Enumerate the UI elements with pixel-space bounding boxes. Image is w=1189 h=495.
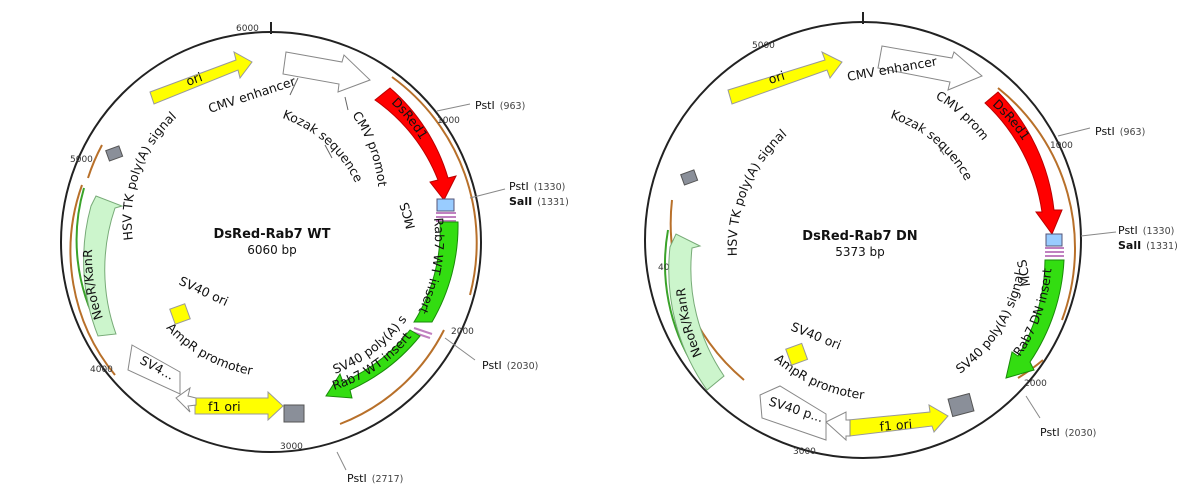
orange-arc bbox=[339, 329, 445, 425]
cmv-enhancer-feature bbox=[282, 51, 371, 93]
hsv-polya-feature bbox=[105, 145, 124, 162]
hsv-polya-feature bbox=[680, 169, 699, 186]
scale-tick-label: 2000 bbox=[1024, 379, 1047, 389]
plasmid-name: DsRed-Rab7 WT bbox=[214, 227, 331, 242]
sv40-polya-feature bbox=[283, 404, 305, 423]
site-label: PstI (963) bbox=[1095, 125, 1145, 138]
ori-feature bbox=[149, 51, 253, 105]
scale-tick-label: 1000 bbox=[437, 116, 460, 126]
dsred-feature bbox=[374, 87, 457, 201]
cmv-enhancer-feature bbox=[877, 45, 983, 91]
site-label: PstI (1330) bbox=[1118, 224, 1174, 237]
cmv-promoter-label: CMV promoter bbox=[0, 0, 390, 187]
sv40-ori-feature bbox=[785, 342, 809, 366]
f1-ori-label: f1 ori bbox=[879, 416, 913, 434]
scale-tick-label: 6000 bbox=[236, 24, 259, 34]
sv40-promoter-feature bbox=[127, 344, 181, 395]
scale-tick-label: 1000 bbox=[1050, 141, 1073, 151]
mcs-feature bbox=[436, 198, 455, 212]
mcs-hatch bbox=[1045, 247, 1064, 257]
scale-tick-label: 5000 bbox=[752, 41, 775, 51]
sv40-ori-feature bbox=[169, 303, 191, 325]
plasmid-name: DsRed-Rab7 DN bbox=[802, 229, 917, 244]
hsv-polya-label: HSV TK poly(A) signal bbox=[120, 108, 179, 241]
ampr-promoter-feature bbox=[825, 411, 851, 442]
scale-tick-label: 3000 bbox=[280, 442, 303, 452]
mcs-hatch bbox=[436, 212, 456, 222]
f1-ori-feature bbox=[847, 404, 949, 437]
scale-tick-label: 2000 bbox=[451, 327, 474, 337]
mcs-label: MCS bbox=[1014, 258, 1033, 287]
f1-ori-label: f1 ori bbox=[208, 399, 241, 414]
site-label: PstI (2030) bbox=[1040, 426, 1096, 439]
hsv-polya-label: HSV TK poly(A) signal bbox=[725, 126, 790, 256]
sv40-polya-label: SV40 poly(A) signal bbox=[0, 0, 410, 377]
orange-arc bbox=[391, 76, 478, 296]
cmv-enhancer-label: CMV enhancer bbox=[206, 73, 298, 116]
scale-tick-label: 4000 bbox=[90, 365, 113, 375]
plasmid-map-wt: 6000 1000 2000 3000 4000 5000 ori CMV en… bbox=[0, 0, 569, 485]
sv40-polya-feature bbox=[947, 392, 975, 418]
scale-tick-label: 5000 bbox=[70, 155, 93, 165]
ori-label: ori bbox=[766, 68, 786, 87]
orange-arc bbox=[87, 144, 103, 179]
mcs-label: MCS bbox=[396, 200, 418, 230]
neor-feature bbox=[83, 195, 124, 337]
orange-arc bbox=[997, 87, 1076, 321]
ampr-promoter-feature bbox=[175, 386, 197, 413]
plasmid-size: 5373 bp bbox=[835, 245, 885, 259]
ori-label: ori bbox=[184, 69, 204, 89]
dsred-label: DsRed1 bbox=[389, 94, 431, 141]
f1-ori-feature bbox=[194, 390, 284, 422]
mcs-feature bbox=[1045, 233, 1063, 247]
site-label: PstI (1330) bbox=[509, 180, 565, 193]
rab7-insert-feature bbox=[413, 221, 459, 323]
site-label: PstI (2030) bbox=[482, 359, 538, 372]
rab7-insert-arc-feature bbox=[325, 329, 421, 399]
sv40-promoter-feature bbox=[759, 385, 827, 441]
site-label: PstI (2717) bbox=[347, 472, 403, 485]
rab7-insert-feature bbox=[1005, 259, 1065, 379]
neor-feature bbox=[668, 233, 725, 391]
scale-tick-label: 3000 bbox=[793, 447, 816, 457]
site-label: SalI (1331) bbox=[1118, 239, 1178, 252]
ori-feature bbox=[727, 50, 843, 105]
ampr-promoter-label: AmpR promoter bbox=[164, 320, 255, 378]
orange-arc bbox=[69, 184, 116, 376]
site-label: PstI (963) bbox=[475, 99, 525, 112]
dsred-feature bbox=[984, 91, 1063, 236]
dsred-label: DsRed1 bbox=[990, 96, 1033, 143]
site-label: SalI (1331) bbox=[509, 195, 569, 208]
plasmid-size: 6060 bp bbox=[247, 243, 297, 257]
